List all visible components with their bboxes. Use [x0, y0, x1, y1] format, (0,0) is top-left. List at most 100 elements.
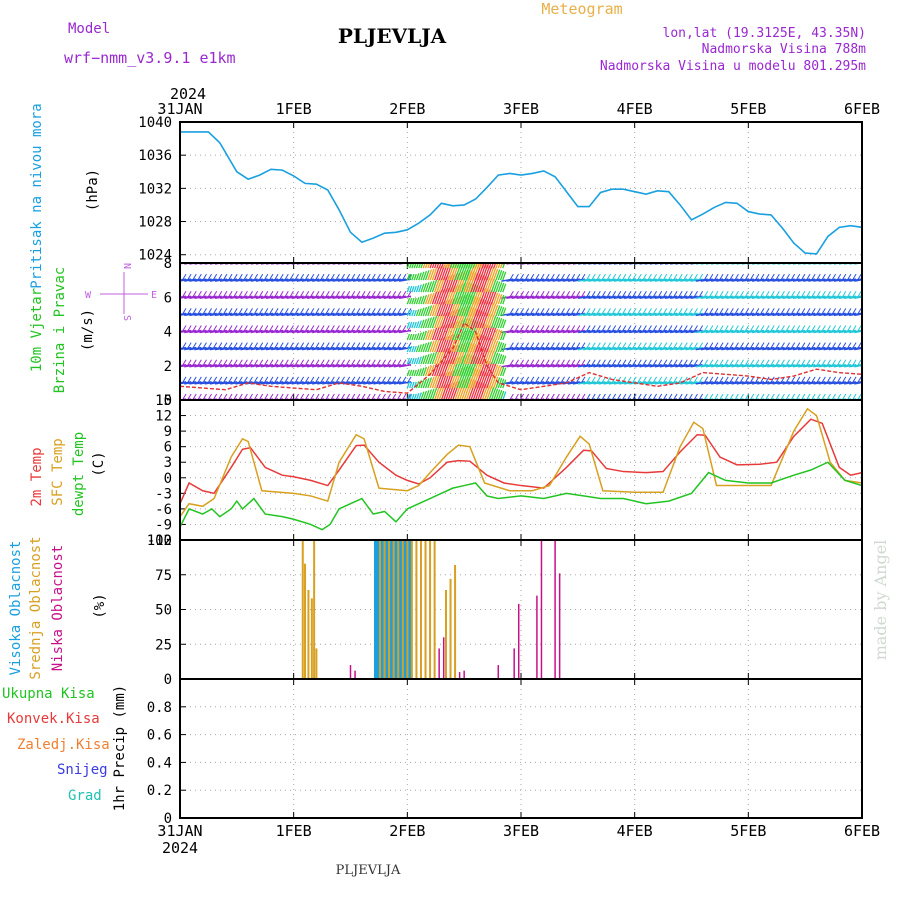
wind-barb-tick	[530, 290, 535, 297]
wind-barb-tick	[275, 257, 278, 262]
wind-streak	[418, 296, 422, 305]
wind-barb-tick	[704, 325, 709, 331]
wind-barb-tick	[265, 257, 268, 262]
wind-streak	[413, 309, 417, 317]
wind-barb	[291, 329, 304, 334]
wind-barb	[690, 329, 703, 334]
wind-barb-tick	[617, 290, 622, 297]
wind-streak	[497, 389, 503, 400]
wind-streak	[456, 263, 460, 269]
wind-barb-tick	[837, 393, 842, 400]
wind-barb-tick	[755, 273, 760, 280]
wind-barb	[291, 278, 304, 282]
wind-barb	[347, 364, 361, 368]
wind-barb	[240, 364, 253, 368]
wind-streak	[436, 314, 443, 329]
wind-barb-tick	[197, 290, 202, 297]
wind-barb-tick	[770, 325, 775, 331]
wind-barb-tick	[382, 342, 386, 348]
wind-barb-tick	[612, 376, 617, 383]
wind-streak	[429, 316, 435, 329]
wind-barb	[250, 295, 263, 299]
wind-barb-tick	[673, 273, 678, 280]
wind-barb	[537, 364, 550, 368]
wind-barb	[756, 381, 770, 385]
wind-barb-tick	[602, 325, 606, 331]
wind-barb-tick	[632, 342, 637, 348]
wind-barb	[690, 364, 703, 368]
wind-barb-tick	[356, 308, 361, 314]
wind-barb	[751, 295, 765, 299]
wind-barb-tick	[842, 342, 847, 348]
wind-barb-tick	[843, 257, 846, 262]
wind-barb	[675, 312, 688, 317]
wind-barb-tick	[796, 308, 801, 314]
wind-barb-tick	[260, 257, 263, 262]
ytick-label: 0	[164, 672, 172, 688]
wind-barb-tick	[351, 273, 356, 280]
precip-legend-total: Ukupna Kisa	[2, 686, 95, 702]
wind-streak	[499, 354, 505, 365]
wind-barb	[552, 278, 565, 282]
wind-barb	[542, 346, 555, 351]
wind-barb-tick	[714, 393, 719, 400]
wind-streak	[431, 387, 438, 400]
wind-barb	[767, 346, 780, 351]
wind-barb-tick	[295, 393, 299, 400]
wind-barb	[501, 278, 514, 282]
wind-barb	[762, 329, 775, 334]
wind-barb-tick	[688, 359, 693, 366]
wind-streak	[427, 353, 433, 365]
wind-barb-tick	[255, 257, 258, 262]
wind-streak	[459, 263, 467, 281]
wind-streak	[433, 338, 440, 353]
wind-barb-tick	[366, 290, 371, 297]
wind-barb-tick	[393, 257, 396, 262]
wind-streak	[493, 263, 497, 269]
wind-streak	[495, 389, 501, 400]
wind-barb-tick	[642, 325, 647, 331]
wind-barb-tick	[203, 273, 207, 280]
wind-barb-tick	[694, 273, 698, 280]
wind-barb	[644, 278, 657, 282]
wind-barb-tick	[208, 290, 213, 297]
ytick-label: 0	[164, 811, 172, 827]
wind-barb-tick	[607, 376, 611, 383]
wind-barb-tick	[192, 342, 197, 348]
wind-barb	[526, 364, 540, 368]
wind-barb	[189, 312, 202, 317]
wind-barb-tick	[822, 257, 825, 262]
wind-barb-tick	[305, 290, 310, 297]
wind-barb-tick	[607, 290, 611, 297]
wind-barb	[255, 364, 268, 368]
wind-streak	[486, 374, 493, 389]
wind-streak	[497, 318, 503, 329]
wind-barb	[572, 312, 586, 317]
wind-barb	[265, 364, 279, 368]
wind-barb-tick	[648, 273, 652, 280]
wind-barb	[670, 312, 683, 317]
wind-barb	[721, 381, 734, 385]
wind-barb	[695, 329, 708, 334]
wind-barb	[526, 346, 540, 351]
wind-streak	[424, 377, 430, 389]
wind-barb	[664, 364, 678, 368]
wind-barb	[219, 278, 233, 282]
wind-barb	[629, 278, 642, 282]
wind-barb-tick	[213, 273, 218, 280]
wind-barb-tick	[719, 325, 724, 331]
wind-barb	[180, 329, 192, 334]
wind-barb	[849, 381, 862, 385]
wind-barb-tick	[781, 393, 785, 400]
wind-barb-tick	[203, 308, 207, 314]
wind-streak	[438, 313, 445, 329]
wind-barb-tick	[259, 290, 264, 297]
wind-barb	[235, 312, 248, 317]
wind-barb	[317, 346, 330, 351]
wind-barb-tick	[530, 359, 535, 366]
wind-barb-tick	[530, 342, 535, 348]
wind-barb	[654, 364, 667, 368]
wind-barb-tick	[581, 325, 586, 331]
ytick-label: -9	[155, 517, 172, 533]
wind-barb-tick	[827, 393, 831, 400]
